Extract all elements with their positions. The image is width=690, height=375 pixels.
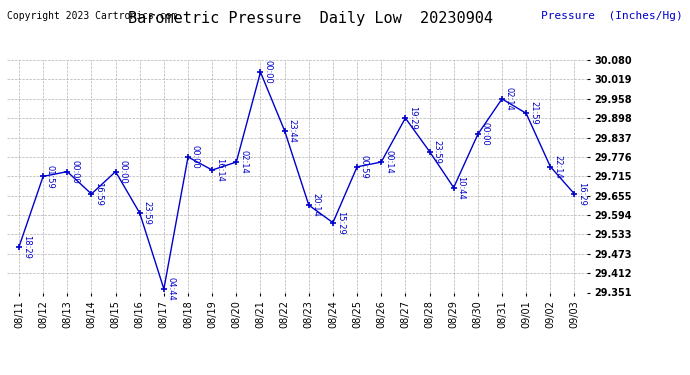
Text: Pressure  (Inches/Hg): Pressure (Inches/Hg) xyxy=(542,11,683,21)
Text: 00:00: 00:00 xyxy=(481,122,490,146)
Text: 23:59: 23:59 xyxy=(143,201,152,225)
Text: 00:59: 00:59 xyxy=(360,155,369,179)
Text: 02:14: 02:14 xyxy=(505,87,514,111)
Text: 15:29: 15:29 xyxy=(336,211,345,234)
Text: 02:14: 02:14 xyxy=(239,150,248,174)
Text: 23:44: 23:44 xyxy=(288,119,297,143)
Text: 04:44: 04:44 xyxy=(167,277,176,301)
Text: 20:14: 20:14 xyxy=(312,193,321,217)
Text: 23:59: 23:59 xyxy=(433,140,442,164)
Text: 00:00: 00:00 xyxy=(70,160,79,183)
Text: 00:00: 00:00 xyxy=(191,145,200,169)
Text: 19:29: 19:29 xyxy=(408,106,417,130)
Text: 18:29: 18:29 xyxy=(22,235,31,259)
Text: Barometric Pressure  Daily Low  20230904: Barometric Pressure Daily Low 20230904 xyxy=(128,11,493,26)
Text: 16:29: 16:29 xyxy=(578,182,586,206)
Text: 10:44: 10:44 xyxy=(457,176,466,200)
Text: Copyright 2023 Cartronics.com: Copyright 2023 Cartronics.com xyxy=(7,11,177,21)
Text: 00:00: 00:00 xyxy=(119,160,128,183)
Text: 22:14: 22:14 xyxy=(553,154,562,178)
Text: 21:59: 21:59 xyxy=(529,101,538,125)
Text: 00:14: 00:14 xyxy=(384,150,393,174)
Text: 16:14: 16:14 xyxy=(215,158,224,182)
Text: 16:59: 16:59 xyxy=(95,182,103,206)
Text: 00:00: 00:00 xyxy=(264,60,273,84)
Text: 01:59: 01:59 xyxy=(46,165,55,188)
